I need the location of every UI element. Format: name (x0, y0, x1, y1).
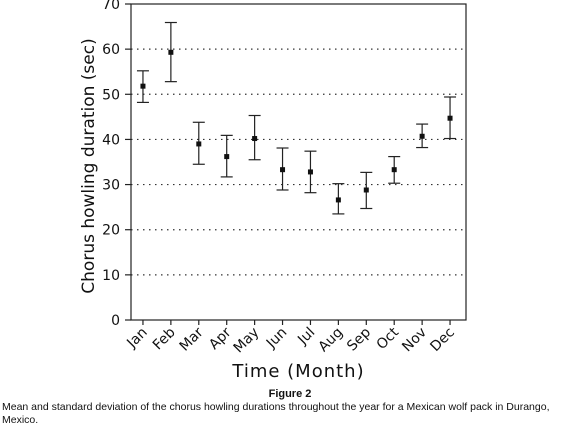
x-tick-label: Oct (374, 324, 403, 353)
y-tick-label: 0 (111, 313, 120, 329)
mean-point (140, 83, 146, 89)
figure-caption-text: Mean and standard deviation of the choru… (2, 401, 550, 426)
x-tick-label: Jun (263, 325, 290, 352)
mean-point (335, 197, 341, 203)
x-tick-label: May (231, 325, 263, 357)
mean-point (280, 167, 286, 173)
x-tick-label: Sep (344, 324, 374, 354)
x-tick-label: Jul (294, 325, 318, 349)
mean-point (419, 133, 425, 139)
mean-point (252, 136, 258, 142)
y-tick-label: 50 (102, 87, 120, 103)
data-marks (136, 21, 457, 215)
mean-point (307, 169, 313, 175)
mean-point (447, 115, 453, 121)
y-tick-label: 20 (102, 223, 120, 239)
y-tick-label: 10 (102, 268, 120, 284)
grid-lines (131, 48, 466, 276)
mean-point (224, 154, 230, 160)
plot-area-frame (130, 3, 467, 321)
y-tick-label: 40 (102, 132, 120, 148)
x-tick-label: Aug (316, 325, 347, 356)
y-axis-label: Chorus howling duration (sec) (79, 38, 99, 293)
figure-caption-title: Figure 2 (268, 388, 312, 400)
mean-point (391, 167, 397, 173)
x-tick-label: Mar (177, 324, 207, 354)
mean-point (363, 187, 369, 193)
y-axis-ticks: 0 10 20 30 40 50 60 70 (102, 0, 131, 329)
x-tick-label: Nov (399, 325, 430, 356)
y-tick-label: 30 (102, 178, 120, 194)
x-axis-label: Time (Month) (231, 361, 364, 382)
x-tick-label: Dec (427, 325, 457, 355)
mean-point (168, 49, 174, 55)
x-tick-label: Jan (123, 325, 150, 352)
y-tick-label: 70 (102, 0, 120, 13)
y-tick-label: 60 (102, 42, 120, 58)
x-tick-label: Apr (206, 324, 235, 353)
x-tick-label: Feb (150, 324, 179, 353)
mean-point (196, 141, 202, 147)
